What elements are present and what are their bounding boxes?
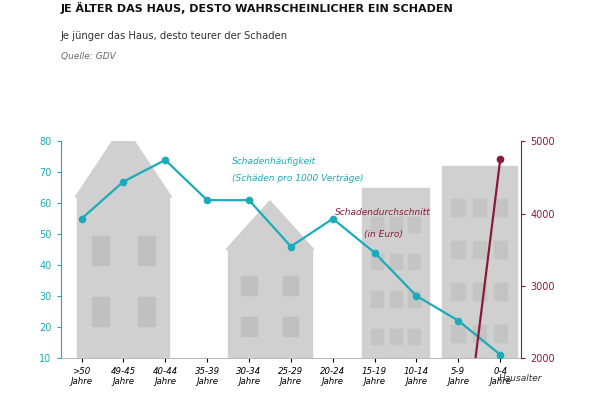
Bar — [473, 241, 486, 258]
Bar — [473, 325, 486, 342]
Bar — [92, 297, 108, 326]
Bar — [78, 197, 170, 358]
Bar — [494, 199, 507, 216]
Text: Schadendurchschnitt: Schadendurchschnitt — [335, 208, 431, 217]
Text: (Schäden pro 1000 Verträge): (Schäden pro 1000 Verträge) — [232, 174, 364, 183]
Bar — [451, 199, 465, 216]
Text: Quelle: GDV: Quelle: GDV — [61, 52, 115, 61]
Bar — [92, 235, 108, 265]
Text: Je jünger das Haus, desto teurer der Schaden: Je jünger das Haus, desto teurer der Sch… — [61, 31, 288, 41]
Bar — [284, 275, 298, 295]
Text: JE ÄLTER DAS HAUS, DESTO WAHRSCHEINLICHER EIN SCHADEN: JE ÄLTER DAS HAUS, DESTO WAHRSCHEINLICHE… — [61, 2, 453, 14]
Bar — [473, 199, 486, 216]
Bar — [390, 217, 402, 232]
Bar — [473, 283, 486, 300]
Bar — [390, 329, 402, 344]
Bar — [390, 292, 402, 307]
Bar — [228, 250, 312, 358]
Polygon shape — [75, 125, 171, 197]
Bar — [138, 235, 155, 265]
Bar — [408, 329, 421, 344]
Text: Schadenhäufigkeit: Schadenhäufigkeit — [232, 157, 316, 166]
Bar — [451, 283, 465, 300]
Bar — [362, 188, 429, 358]
Text: Hausalter: Hausalter — [499, 374, 542, 384]
Bar — [494, 325, 507, 342]
Bar — [451, 325, 465, 342]
Bar — [371, 329, 383, 344]
Bar — [371, 254, 383, 270]
Bar — [408, 217, 421, 232]
Bar — [371, 217, 383, 232]
Polygon shape — [226, 201, 314, 250]
Bar — [390, 254, 402, 270]
Bar — [371, 292, 383, 307]
Text: (in Euro): (in Euro) — [364, 230, 402, 239]
Bar — [494, 283, 507, 300]
Bar — [241, 275, 256, 295]
Bar — [241, 317, 256, 336]
Bar — [451, 241, 465, 258]
Bar — [408, 254, 421, 270]
Bar — [284, 317, 298, 336]
Bar — [442, 166, 517, 358]
Bar — [138, 297, 155, 326]
Bar — [408, 292, 421, 307]
Bar — [494, 241, 507, 258]
